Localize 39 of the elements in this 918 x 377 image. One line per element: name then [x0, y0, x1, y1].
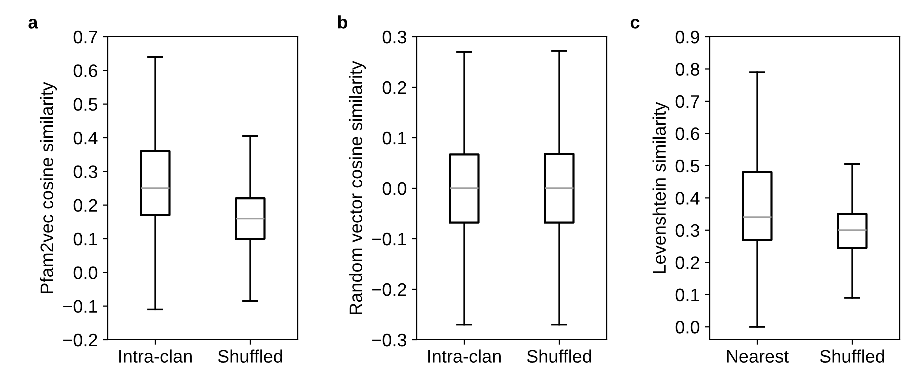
y-axis-title: Pfam2vec cosine similarity — [40, 82, 58, 294]
x-tick-label: Shuffled — [218, 350, 282, 363]
y-tick-label: 0.3 — [676, 224, 700, 238]
x-tick-label: Intra-clan — [120, 350, 192, 363]
x-tick-label: Intra-clan — [428, 350, 501, 363]
y-tick-label: 0.7 — [74, 30, 98, 44]
y-axis-title: Levenshtein similarity — [652, 102, 670, 274]
y-tick-label: 0.2 — [676, 256, 700, 270]
y-tick-label: 0.0 — [74, 266, 98, 280]
x-tick-label: Shuffled — [820, 350, 884, 363]
chart-title: a — [28, 18, 38, 29]
y-tick-label: 0.0 — [676, 321, 700, 334]
y-tick-label: 0.1 — [676, 288, 700, 302]
chart-title: c — [630, 18, 640, 29]
y-tick-label: −0.1 — [64, 300, 98, 314]
y-tick-label: −0.3 — [372, 334, 406, 347]
y-tick-label: −0.2 — [372, 283, 406, 296]
y-tick-label: 0.9 — [676, 30, 700, 44]
y-tick-label: −0.2 — [64, 334, 98, 347]
y-tick-label: 0.0 — [382, 182, 407, 196]
y-tick-label: 0.8 — [676, 63, 700, 76]
y-tick-label: 0.6 — [676, 128, 700, 140]
y-tick-label: 0.1 — [382, 132, 406, 145]
y-tick-label: 0.4 — [74, 132, 98, 145]
chart-title: b — [338, 16, 348, 29]
y-tick-label: 0.2 — [74, 199, 98, 212]
y-tick-label: 0.5 — [676, 160, 700, 173]
y-tick-label: 0.3 — [74, 166, 98, 178]
y-tick-label: 0.5 — [74, 98, 98, 112]
y-tick-label: 0.3 — [382, 30, 406, 44]
y-axis-title: Random vector cosine similarity — [349, 61, 366, 314]
x-tick-label: Nearest — [727, 350, 789, 363]
y-tick-label: 0.2 — [382, 81, 406, 94]
y-tick-label: 0.7 — [676, 95, 700, 108]
y-tick-label: 0.1 — [74, 232, 98, 246]
y-tick-label: −0.1 — [372, 232, 406, 246]
y-tick-label: 0.6 — [74, 64, 98, 78]
y-tick-label: 0.4 — [676, 192, 700, 205]
x-tick-label: Shuffled — [527, 350, 592, 363]
